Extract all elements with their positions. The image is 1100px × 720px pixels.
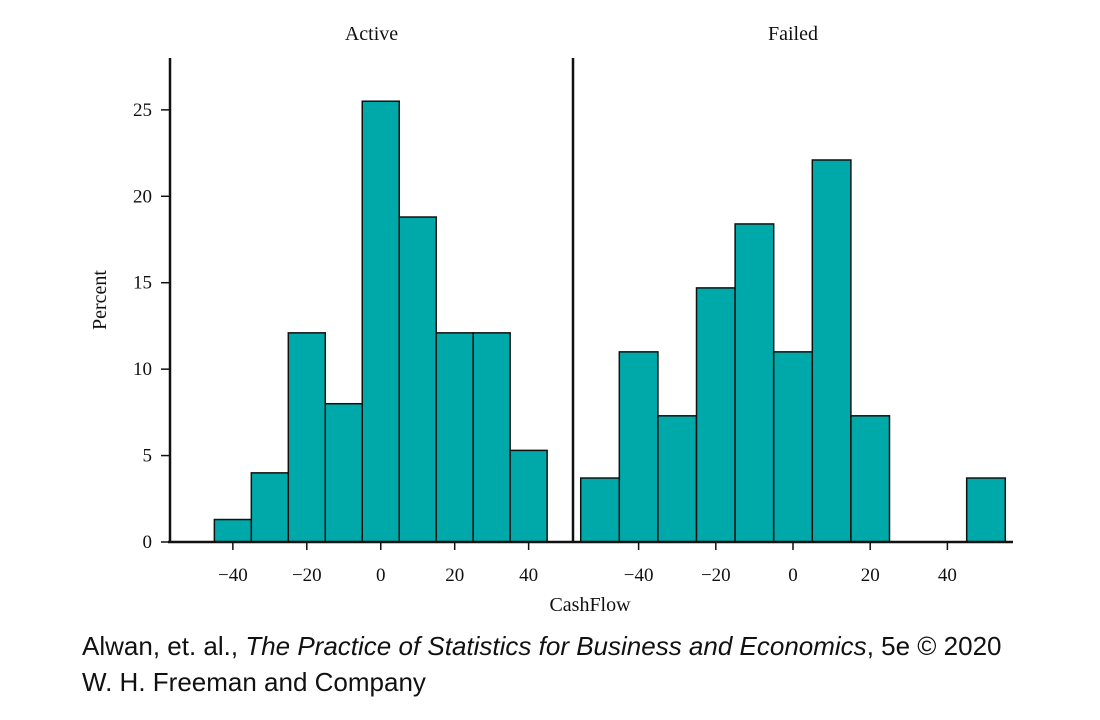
x-tick-label: 20 bbox=[445, 565, 464, 586]
y-tick-label: 20 bbox=[133, 186, 152, 207]
histogram-bar bbox=[695, 287, 736, 543]
x-tick-label: 40 bbox=[938, 565, 957, 586]
panel-title: Failed bbox=[768, 23, 818, 45]
histogram-bar bbox=[811, 159, 852, 543]
histogram-bar bbox=[435, 332, 474, 543]
y-tick-label: 0 bbox=[143, 532, 153, 553]
credit-publisher: W. H. Freeman and Company bbox=[82, 667, 426, 697]
histogram-bar bbox=[398, 216, 437, 543]
y-tick-label: 25 bbox=[133, 100, 152, 121]
panels-layer: Active −40 −20 0 20 40 Failed −40 −20 0 20 40 bbox=[213, 23, 1007, 586]
y-tick-label: 10 bbox=[133, 359, 152, 380]
histogram-bar bbox=[850, 415, 891, 543]
x-tick-label: −20 bbox=[701, 565, 731, 586]
histogram-bar bbox=[250, 472, 290, 543]
histogram-bar bbox=[509, 449, 548, 543]
histogram-bar bbox=[965, 477, 1007, 543]
x-tick-label: 0 bbox=[788, 565, 798, 586]
histogram-bar bbox=[579, 477, 621, 543]
x-tick-label: −40 bbox=[218, 565, 248, 586]
credit-authors: Alwan, et. al., bbox=[82, 631, 239, 661]
credit-edition: , 5e © 2020 bbox=[866, 631, 1002, 661]
histogram-bar bbox=[472, 332, 511, 543]
credit-book-title: The Practice of Statistics for Business … bbox=[245, 631, 867, 661]
panel-title: Active bbox=[345, 23, 398, 45]
histogram-bar bbox=[657, 415, 698, 543]
histogram-bar bbox=[618, 351, 659, 543]
histogram-bar bbox=[734, 223, 775, 543]
histogram-bar bbox=[213, 518, 253, 543]
x-tick-label: 0 bbox=[376, 565, 386, 586]
histogram-chart: Active −40 −20 0 20 40 Failed −40 −20 0 20 40 0 5 10 1… bbox=[89, 23, 1013, 616]
y-axis-label: Percent bbox=[89, 270, 111, 330]
axes-layer: 0 5 10 15 20 25 bbox=[133, 58, 1013, 553]
histogram-bar bbox=[324, 402, 364, 543]
y-tick-label: 15 bbox=[133, 273, 152, 294]
histogram-bar bbox=[287, 332, 327, 543]
panel-active: Active −40 −20 0 20 40 bbox=[213, 23, 548, 586]
x-tick-label: 20 bbox=[861, 565, 880, 586]
x-tick-label: −40 bbox=[624, 565, 654, 586]
x-axis-label: CashFlow bbox=[549, 594, 631, 616]
panel-failed: Failed −40 −20 0 20 40 bbox=[579, 23, 1007, 586]
histogram-bar bbox=[361, 100, 400, 543]
x-tick-label: −20 bbox=[292, 565, 322, 586]
histogram-bar bbox=[772, 351, 814, 543]
figure-credit: Alwan, et. al., The Practice of Statisti… bbox=[82, 628, 1002, 700]
y-tick-label: 5 bbox=[143, 446, 153, 467]
x-tick-label: 40 bbox=[519, 565, 538, 586]
